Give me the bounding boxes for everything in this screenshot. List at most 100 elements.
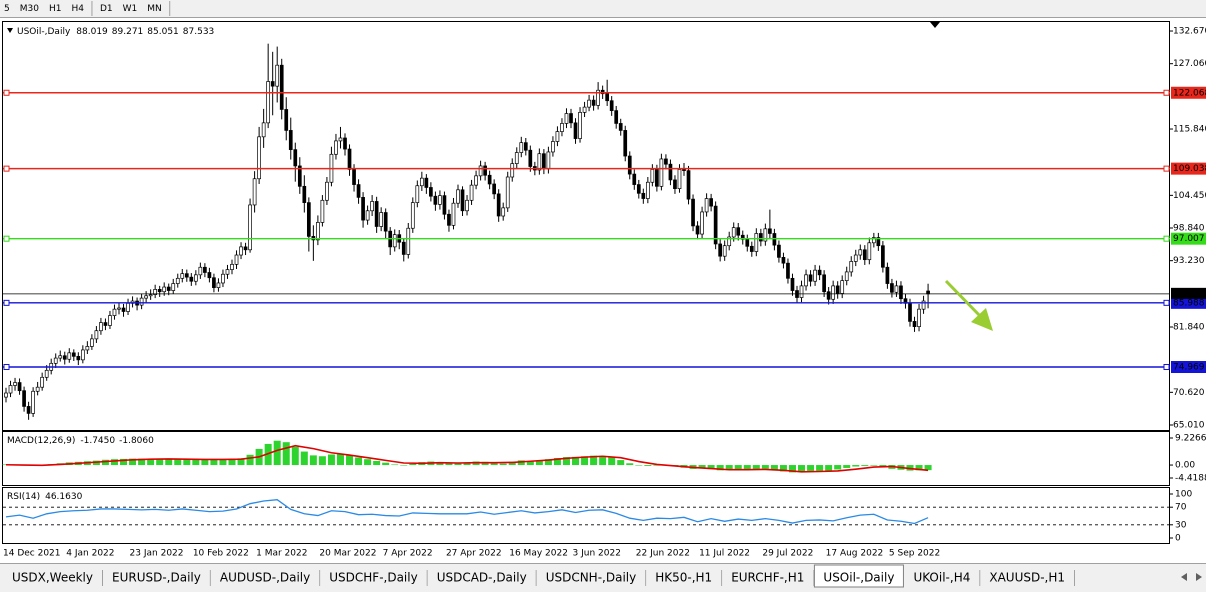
macd-histogram-bar [788, 465, 796, 473]
tab-label[interactable]: EURCHF-,H1 [731, 571, 804, 585]
y-tick-label: 81.840 [1173, 322, 1205, 332]
tab-bg [320, 567, 427, 586]
symbol-tab[interactable]: USDCHF-,Daily [320, 567, 428, 586]
x-tick-label: 5 Sep 2022 [889, 549, 940, 559]
symbol-tab[interactable]: USDX,Weekly [3, 567, 103, 586]
level-label: 85.988 [1173, 298, 1205, 308]
symbol-tab[interactable]: USDCNH-,Daily [536, 567, 647, 586]
macd-histogram-bar [725, 465, 733, 470]
symbol-tab[interactable]: USOil-,Daily [813, 564, 904, 588]
candle-body [483, 165, 487, 176]
candle-body [239, 246, 243, 256]
level-label: 74.969 [1173, 363, 1205, 373]
timeframe-button[interactable]: MN [147, 4, 162, 14]
macd-histogram-bar [174, 459, 182, 466]
macd-histogram-bar [617, 460, 625, 466]
tab-label[interactable]: AUDUSD-,Daily [220, 571, 310, 585]
level-handle [3, 89, 10, 96]
tab-label[interactable]: USDCHF-,Daily [329, 571, 417, 585]
macd-histogram-bar [599, 455, 607, 466]
close-value: 87.533 [183, 27, 215, 37]
macd-histogram-bar [798, 465, 806, 472]
candle-body [22, 390, 26, 407]
level-label-bg [1171, 86, 1206, 99]
tab-label[interactable]: USDCAD-,Daily [437, 571, 527, 585]
macd-histogram-bar [581, 456, 589, 466]
x-tick-label: 22 Jun 2022 [636, 549, 690, 559]
candle-body [171, 283, 176, 291]
symbol-tab[interactable]: EURCHF-,H1 [722, 567, 815, 586]
macd-histogram-bar [644, 465, 652, 466]
candle-body [853, 254, 858, 262]
timeframe-button[interactable]: D1 [100, 4, 113, 14]
tab-label[interactable]: USDCNH-,Daily [546, 571, 637, 585]
candle-body [460, 189, 465, 212]
candle-body [297, 165, 302, 187]
timeframe-button[interactable]: W1 [123, 4, 138, 14]
tab-label[interactable]: USOil-,Daily [823, 571, 894, 585]
symbol-tab[interactable]: AUDUSD-,Daily [210, 567, 321, 586]
candle-body [62, 355, 67, 360]
symbol-tab[interactable]: EURUSD-,Daily [103, 567, 211, 586]
candle-body [302, 185, 307, 203]
candle-body [429, 187, 433, 197]
arrow-head [971, 308, 993, 331]
candle-body [709, 198, 713, 207]
candle-body [781, 257, 786, 264]
candle-body [478, 165, 483, 177]
candle-body [899, 285, 903, 300]
toolbar-bg [0, 0, 1206, 17]
macd-histogram-bar [400, 465, 408, 466]
candle-body [492, 183, 497, 195]
tab-label[interactable]: EURUSD-,Daily [112, 571, 201, 585]
candle-body [203, 266, 207, 273]
candle-body [655, 169, 659, 187]
macd-histogram-bar [834, 465, 842, 470]
x-tick-label: 4 Jan 2022 [66, 549, 114, 559]
rsi-y-tick-label: 30 [1175, 520, 1187, 530]
timeframe-button[interactable]: 5 [4, 4, 10, 14]
tab-label[interactable]: HK50-,H1 [655, 571, 712, 585]
symbol-tab[interactable]: HK50-,H1 [646, 567, 723, 586]
candle-body [831, 285, 836, 300]
macd-signal-line [5, 444, 929, 473]
rsi-y-tick-label: 70 [1175, 503, 1187, 513]
candle-body [822, 274, 826, 293]
current-price-label: 87.533 [1173, 289, 1205, 299]
timeframe-button[interactable]: H4 [71, 4, 84, 14]
x-tick-label: 14 Dec 2021 [3, 549, 61, 559]
macd-header: MACD(12,26,9) -1.7450 -1.8060 [7, 436, 154, 446]
y-tick-label: 132.670 [1173, 27, 1206, 37]
candle-body [40, 376, 45, 388]
candle-body [650, 169, 655, 183]
macd-histogram-bar [165, 459, 173, 466]
candle-body [103, 322, 108, 326]
candle-body [279, 64, 284, 110]
candle-body [94, 330, 99, 340]
candle-body [917, 308, 921, 327]
candle-body [623, 130, 628, 157]
tab-label[interactable]: UKOil-,H4 [913, 571, 970, 585]
candle-body [270, 81, 275, 87]
candle-body [465, 199, 469, 212]
symbol-tab[interactable]: UKOil-,H4 [904, 567, 981, 586]
candle-body [4, 392, 8, 398]
level-handle [1163, 364, 1170, 371]
tab-scroll-right[interactable] [1196, 573, 1202, 581]
tab-bg [210, 567, 320, 586]
tab-scroll-left[interactable] [1181, 573, 1187, 581]
candle-body [668, 163, 673, 181]
candle-body [501, 207, 506, 217]
macd-histogram-bar [237, 458, 245, 466]
level-handle [1163, 235, 1170, 242]
symbol-tab[interactable]: XAUUSD-,H1 [980, 567, 1076, 586]
timeframe-button[interactable]: M30 [20, 4, 39, 14]
tab-label[interactable]: USDX,Weekly [12, 571, 93, 585]
timeframe-button[interactable]: H1 [49, 4, 62, 14]
candle-body [343, 137, 347, 150]
candle-body [112, 308, 117, 316]
candle-body [867, 242, 872, 261]
symbol-tab[interactable]: USDCAD-,Daily [427, 567, 537, 586]
tab-label[interactable]: XAUUSD-,H1 [989, 571, 1065, 585]
